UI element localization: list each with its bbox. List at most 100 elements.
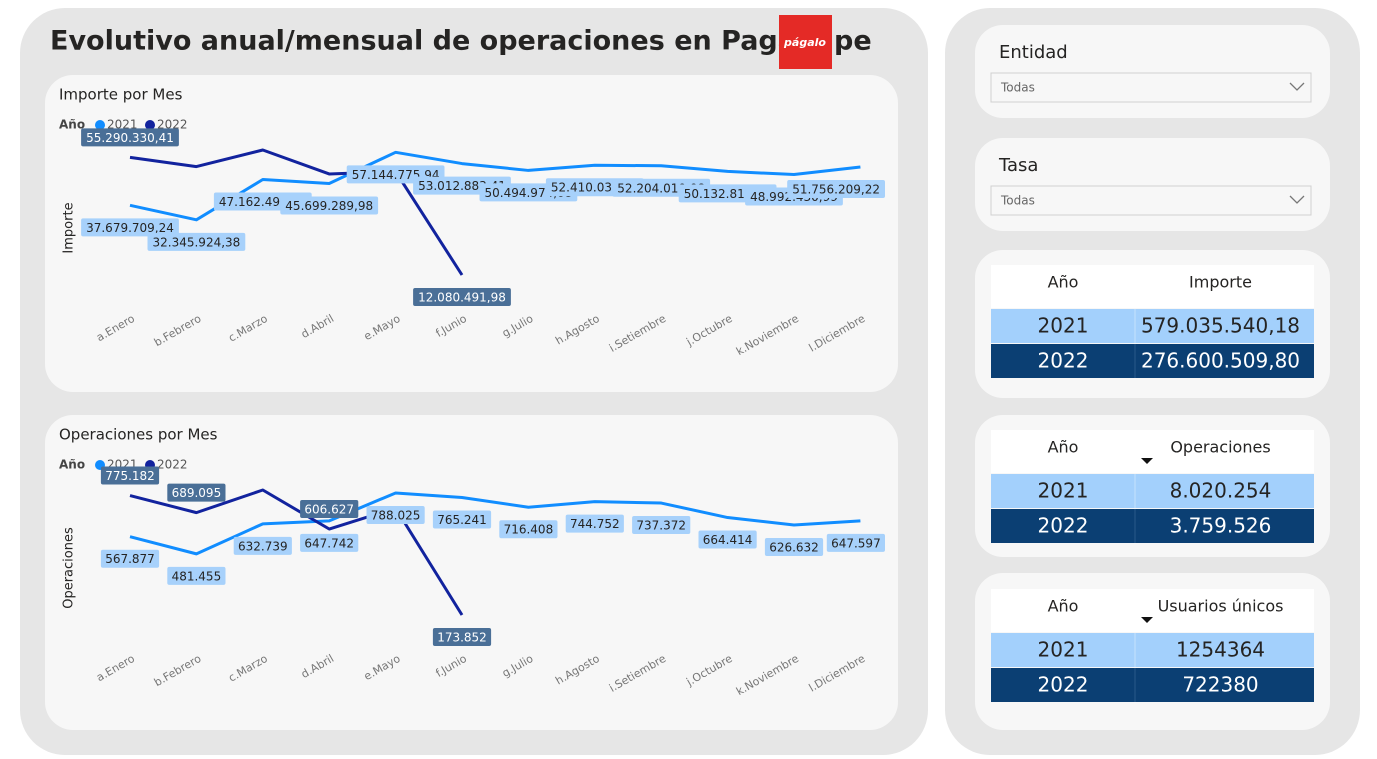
legend-marker	[95, 120, 105, 130]
table-cell: 3.759.526	[1170, 514, 1272, 538]
chart-title: Operaciones por Mes	[59, 426, 218, 444]
logo-text: págalo	[783, 36, 826, 49]
legend-label: 2022	[157, 118, 188, 132]
data-label-box	[300, 500, 359, 519]
table-row	[991, 509, 1314, 543]
dropdown-value: Todas	[1000, 194, 1035, 208]
legend-label: 2021	[107, 118, 138, 132]
table-row	[991, 474, 1314, 508]
table-cell: 2022	[1038, 673, 1089, 697]
slicer-card	[975, 25, 1330, 118]
data-label: 647.742	[304, 536, 354, 550]
table-header	[991, 265, 1314, 308]
y-axis-label: Importe	[62, 202, 77, 253]
table-cell: 2022	[1038, 349, 1089, 373]
dropdown-value: Todas	[1000, 81, 1035, 95]
series-line	[129, 148, 464, 276]
data-label-box	[366, 505, 425, 524]
data-label-box	[167, 566, 226, 585]
data-label-box	[413, 288, 511, 306]
data-label-box	[81, 218, 179, 237]
slicer-card	[975, 138, 1330, 231]
data-label-box	[499, 520, 558, 539]
data-label-box	[147, 232, 246, 251]
column-header: Año	[1048, 273, 1079, 292]
series-line	[129, 488, 464, 616]
chart-card	[45, 415, 898, 730]
table-cell: 2022	[1038, 514, 1089, 538]
dropdown-box	[990, 185, 1312, 216]
sort-indicator	[1141, 458, 1153, 464]
table-row	[991, 668, 1314, 702]
column-header: Año	[1048, 597, 1079, 616]
data-label-box	[826, 533, 885, 552]
data-label-box	[787, 179, 885, 198]
series-line	[129, 150, 861, 222]
data-label-box	[81, 128, 179, 147]
table-header	[991, 589, 1314, 632]
dropdown-chevron	[1289, 195, 1305, 204]
logo	[779, 15, 832, 69]
data-label: 737.372	[636, 519, 686, 533]
table-cell: 276.600.509,80	[1141, 349, 1300, 373]
column-header: Año	[1048, 438, 1079, 457]
legend-title: Año	[59, 458, 85, 472]
slicer-label: Tasa	[998, 155, 1038, 176]
data-label-box	[100, 466, 160, 485]
data-label: 765.241	[437, 513, 487, 527]
slicer-dropdown[interactable]: Todas	[990, 185, 1312, 216]
data-label: 606.627	[304, 503, 354, 517]
legend-marker	[145, 120, 155, 130]
data-label: 664.414	[703, 533, 753, 547]
data-label-box	[432, 628, 492, 646]
data-label: 689.095	[172, 486, 222, 500]
data-label: 37.679.709,24	[86, 221, 174, 235]
data-label: 788.025	[371, 508, 421, 522]
table-cell: 722380	[1182, 673, 1258, 697]
data-label-box	[764, 538, 824, 557]
data-label-box	[432, 510, 492, 529]
table-row	[991, 309, 1314, 343]
data-label: 55.290.330,41	[86, 131, 174, 145]
legend-label: 2022	[157, 458, 188, 472]
y-axis-label: Operaciones	[62, 527, 77, 609]
data-label: 647.597	[831, 536, 881, 550]
table-cell: 2021	[1038, 479, 1089, 503]
data-label: 481.455	[172, 569, 222, 583]
data-label-box	[233, 536, 292, 555]
page-title: Evolutivo anual/mensual de operaciones e…	[50, 26, 872, 57]
data-label-box	[100, 549, 160, 568]
column-header: Importe	[1189, 273, 1252, 292]
table-row	[991, 633, 1314, 667]
table-cell: 2021	[1038, 314, 1089, 338]
dropdown-chevron	[1289, 82, 1305, 91]
chart-card	[45, 75, 898, 392]
data-label: 567.877	[105, 552, 155, 566]
chart-title: Importe por Mes	[59, 86, 183, 104]
data-label: 173.852	[437, 631, 487, 645]
data-label: 32.345.924,38	[153, 235, 241, 249]
data-label: 744.752	[570, 517, 620, 531]
data-label-box	[565, 514, 624, 533]
sort-indicator	[1141, 617, 1153, 623]
data-label: 626.632	[769, 541, 819, 555]
data-label: 51.756.209,22	[792, 182, 880, 196]
data-label-box	[300, 533, 359, 552]
column-header: Usuarios únicos	[1158, 597, 1284, 616]
slicer-dropdown[interactable]: Todas	[990, 72, 1312, 103]
data-label: 775.182	[105, 469, 155, 483]
table-row	[991, 344, 1314, 378]
data-label-box	[698, 530, 757, 549]
slicer-label: Entidad	[999, 42, 1068, 63]
table-cell: 8.020.254	[1170, 479, 1272, 503]
table-cell: 2021	[1038, 638, 1089, 662]
series-line	[129, 491, 861, 556]
table-cell: 579.035.540,18	[1141, 314, 1300, 338]
column-header: Operaciones	[1170, 438, 1270, 457]
legend-title: Año	[59, 118, 85, 132]
data-label-box	[632, 516, 691, 535]
data-label: 716.408	[504, 523, 554, 537]
table-header	[991, 430, 1314, 473]
dropdown-box	[990, 72, 1312, 103]
